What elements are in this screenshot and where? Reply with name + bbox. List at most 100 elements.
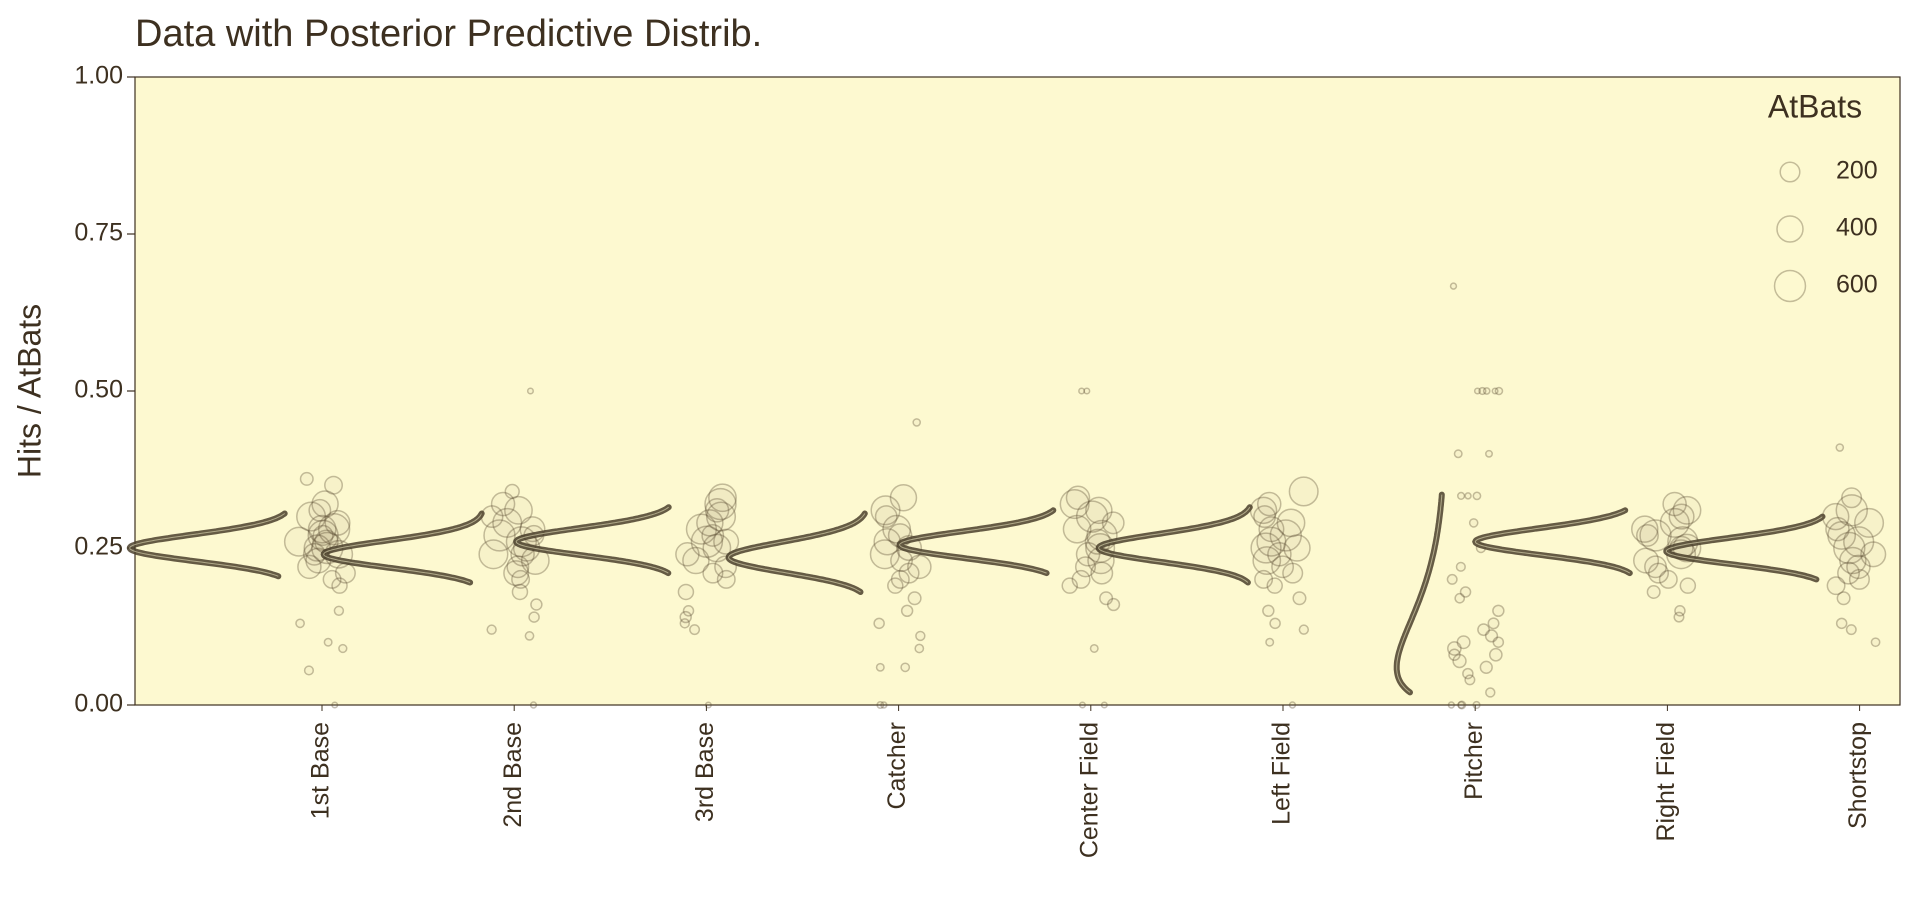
data-point (1249, 496, 1278, 525)
data-point (1485, 687, 1496, 698)
legend-marker (1773, 269, 1807, 303)
data-point (1489, 647, 1503, 662)
data-point (1288, 476, 1319, 507)
data-point (679, 618, 690, 629)
y-tick-label: 0.00 (74, 690, 123, 718)
data-point (492, 507, 523, 538)
data-point (1492, 604, 1505, 618)
posterior-curve-edge (515, 506, 669, 574)
data-point (1059, 488, 1090, 520)
data-point (1668, 503, 1695, 530)
data-point (296, 501, 327, 532)
data-point (1258, 516, 1285, 543)
data-point (875, 662, 885, 672)
data-point (1446, 573, 1458, 585)
data-point (1448, 648, 1461, 661)
data-point (873, 617, 885, 630)
data-point (511, 569, 531, 589)
data-point (915, 630, 926, 642)
data-point (704, 487, 737, 521)
data-point (1453, 449, 1463, 459)
data-point (490, 491, 516, 517)
posterior-curve-edge (129, 513, 285, 577)
data-point (1646, 584, 1661, 599)
data-point (1477, 623, 1491, 637)
data-point (1845, 624, 1857, 636)
data-point (307, 514, 337, 544)
data-point (1494, 386, 1504, 396)
data-point (708, 483, 737, 513)
data-point (1472, 700, 1481, 710)
data-point (1848, 568, 1870, 590)
data-point (331, 701, 339, 709)
data-point (874, 505, 898, 529)
data-point (1256, 526, 1287, 557)
data-point (1065, 485, 1091, 511)
posterior-curve-edge (1665, 516, 1823, 580)
data-point (331, 577, 348, 594)
data-point (283, 526, 315, 557)
data-point (890, 569, 910, 589)
data-point (1262, 604, 1275, 618)
data-point (1821, 502, 1850, 531)
data-point (1870, 637, 1881, 648)
data-point (1468, 518, 1479, 528)
data-point (1256, 491, 1282, 517)
data-point (297, 554, 322, 580)
data-point (308, 498, 332, 522)
data-point (1464, 492, 1472, 500)
data-point (530, 598, 543, 611)
data-point (1452, 653, 1467, 669)
data-point (898, 562, 920, 584)
data-point (1085, 496, 1113, 525)
data-point (1267, 542, 1292, 567)
data-point (1464, 674, 1476, 686)
data-point (299, 471, 314, 486)
data-point (1276, 508, 1306, 538)
data-point (1826, 576, 1846, 596)
data-point (1647, 562, 1670, 584)
data-point (1101, 511, 1125, 535)
data-point (1250, 532, 1282, 564)
data-point (1462, 667, 1474, 680)
data-point (1836, 591, 1851, 606)
legend-label: 400 (1836, 214, 1878, 242)
plot-background (134, 76, 1901, 706)
data-point (1459, 586, 1472, 598)
data-point (322, 569, 342, 589)
data-point (1841, 487, 1863, 509)
data-point (323, 637, 333, 647)
data-point (870, 495, 901, 526)
data-point (704, 701, 712, 709)
x-tick-label: Left Field (1268, 722, 1296, 825)
data-point (1071, 569, 1091, 589)
legend-marker (1776, 215, 1804, 243)
data-point (716, 569, 736, 589)
data-point (1252, 546, 1282, 575)
data-point (1860, 541, 1887, 568)
posterior-curve-edge (323, 513, 483, 583)
posterior-curve-edge (1474, 509, 1631, 574)
x-tick-label: Catcher (883, 722, 911, 810)
data-point (702, 533, 732, 563)
posterior-curve-edge (1396, 494, 1443, 693)
data-point (1659, 507, 1690, 538)
data-point (912, 418, 922, 427)
legend-title: AtBats (1768, 88, 1862, 124)
x-tick-label: 2nd Base (499, 722, 527, 828)
posterior-curve-edge (728, 513, 866, 593)
data-point (696, 509, 724, 537)
data-point (1456, 635, 1471, 650)
data-point (1487, 617, 1500, 630)
data-point (679, 610, 692, 624)
data-point (1288, 701, 1297, 709)
data-point (1269, 519, 1303, 552)
data-point (486, 624, 497, 635)
data-point (701, 523, 725, 547)
data-point (1662, 491, 1687, 517)
posterior-curve-edge (1098, 506, 1251, 583)
data-point (1484, 629, 1499, 643)
data-point (480, 505, 504, 529)
data-point (1075, 542, 1101, 567)
